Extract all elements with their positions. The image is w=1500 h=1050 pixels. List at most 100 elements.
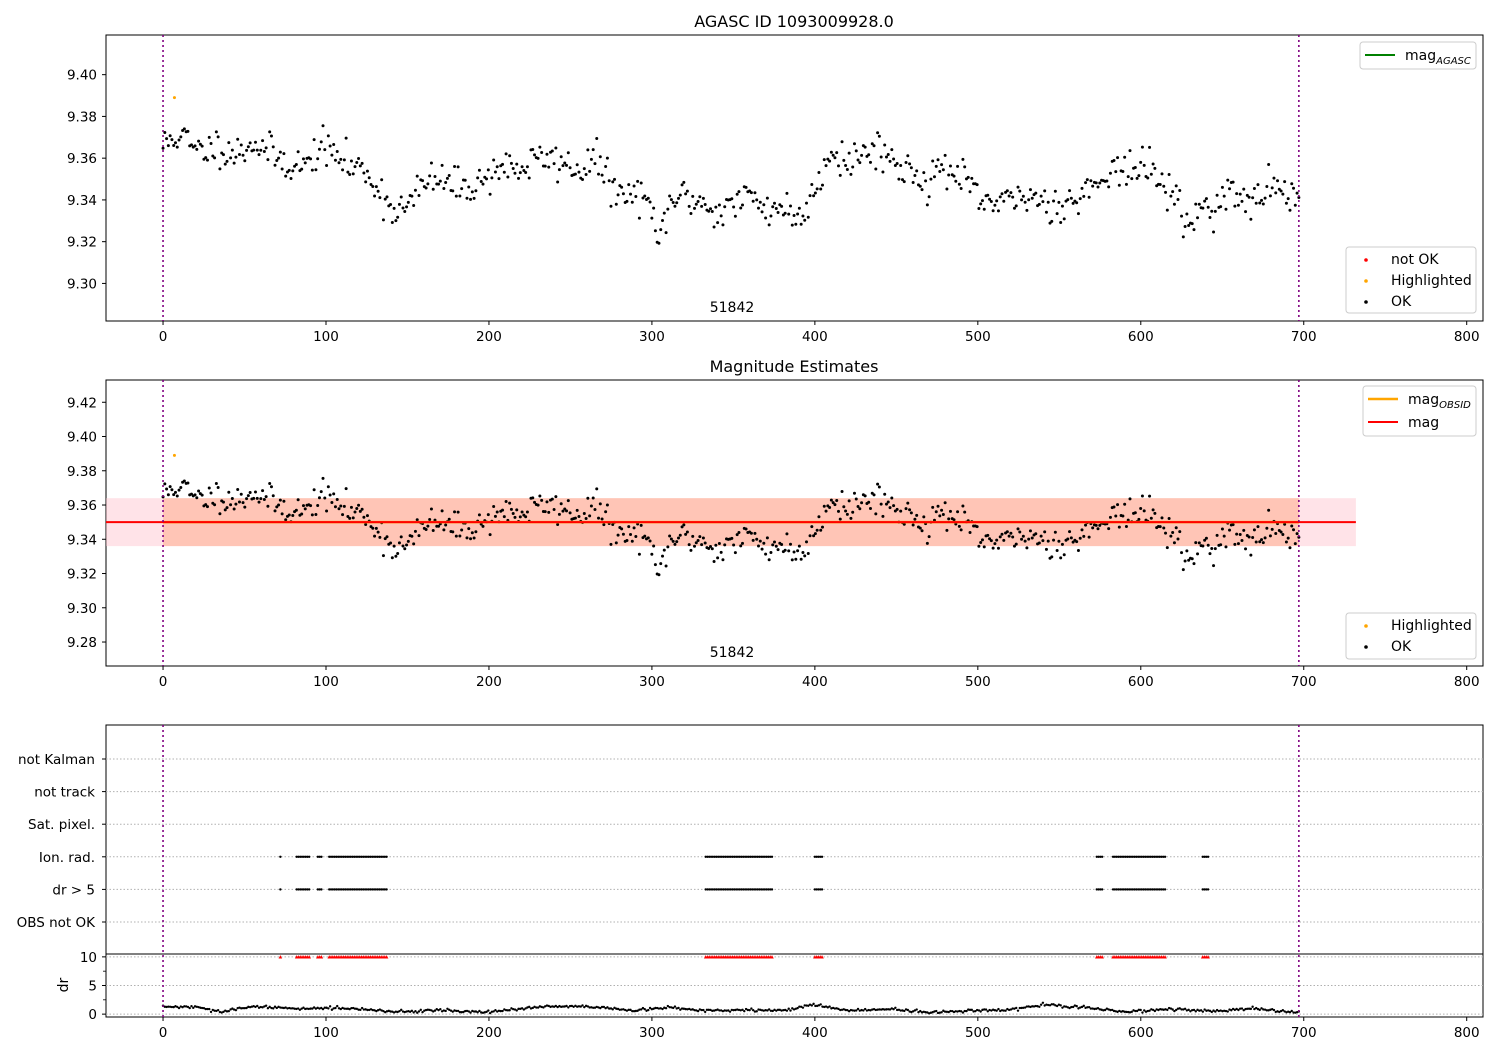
dr-point	[577, 1005, 581, 1008]
dr-point	[1125, 1010, 1128, 1014]
dr-point	[330, 1008, 334, 1011]
ok-point	[381, 218, 385, 222]
x-tick-label: 400	[802, 1025, 828, 1041]
ok-point	[1091, 184, 1095, 188]
ok-point	[1187, 558, 1191, 562]
flag-mark	[362, 888, 365, 891]
ok-point	[847, 499, 851, 503]
ok-point	[1069, 536, 1073, 540]
flag-mark	[1099, 855, 1102, 858]
ok-point	[703, 202, 707, 206]
ok-point	[989, 539, 993, 543]
ok-point	[412, 203, 416, 207]
ok-point	[812, 534, 816, 538]
dr-point	[241, 1006, 245, 1010]
ok-point	[1249, 553, 1253, 557]
ok-point	[1208, 215, 1212, 219]
legend-label-mag: mag	[1408, 415, 1439, 431]
ok-point	[630, 539, 634, 543]
dr-point	[814, 1004, 817, 1008]
dr-point	[176, 1005, 179, 1009]
ok-point	[760, 210, 764, 214]
ok-point	[1183, 559, 1187, 563]
ok-point	[561, 164, 565, 168]
ok-point	[1260, 538, 1264, 542]
ok-point	[1208, 552, 1212, 556]
ok-point	[589, 157, 593, 161]
legend-mag-sub: OBSID	[1439, 400, 1471, 411]
flag-mark	[709, 855, 713, 858]
x-tick-label: 800	[1454, 329, 1480, 345]
flag-mark	[365, 855, 369, 858]
ok-point	[835, 151, 839, 155]
dr-point	[751, 1008, 755, 1012]
ok-point	[543, 510, 547, 514]
flag-row-label: Sat. pixel.	[28, 817, 95, 833]
ok-point	[1059, 556, 1063, 560]
ok-point	[733, 551, 737, 555]
ok-point	[904, 161, 908, 165]
ok-point	[1284, 540, 1288, 544]
dr-point	[188, 1006, 191, 1010]
ok-point	[854, 497, 858, 501]
ok-point	[453, 510, 457, 514]
dr-point	[1075, 1004, 1078, 1008]
ok-point	[771, 205, 775, 209]
flag-mark	[1163, 888, 1167, 891]
ok-point	[335, 149, 339, 153]
ok-point	[163, 130, 167, 134]
dr-point	[327, 1007, 330, 1010]
ok-point	[237, 153, 241, 157]
ok-point	[996, 546, 1000, 550]
flag-mark	[1100, 888, 1104, 891]
flag-mark	[1140, 855, 1143, 858]
flag-mark	[743, 855, 747, 858]
ok-point	[959, 528, 963, 532]
ok-point	[751, 199, 755, 203]
flag-mark	[374, 855, 378, 858]
dr-point	[256, 1004, 259, 1008]
ok-point	[332, 492, 336, 496]
ok-point	[390, 556, 394, 560]
ok-point	[303, 507, 307, 511]
ok-point	[509, 507, 513, 511]
flag-mark	[1138, 888, 1142, 891]
ok-point	[325, 163, 329, 167]
ok-point	[243, 505, 247, 509]
ok-point	[1069, 196, 1073, 200]
dr-point	[572, 1005, 575, 1008]
ok-point	[177, 138, 181, 142]
dr-point	[480, 1011, 483, 1014]
ok-point	[421, 179, 425, 183]
dr-point	[798, 1005, 801, 1008]
ok-point	[417, 194, 421, 198]
ok-point	[785, 191, 789, 195]
dr-data-points	[161, 955, 1301, 1015]
ok-point	[1267, 162, 1271, 166]
ok-point	[547, 510, 551, 514]
ok-point	[533, 153, 537, 157]
y-tick-label: 0	[88, 1007, 97, 1023]
dr-point	[974, 1009, 977, 1013]
dr-point	[328, 1005, 332, 1008]
ok-point	[271, 494, 275, 498]
ok-point	[614, 541, 618, 545]
dr-point	[501, 1009, 504, 1013]
panel-agasc-frame	[105, 34, 1484, 322]
ok-point	[842, 505, 846, 509]
ok-point	[458, 194, 462, 198]
ok-point	[788, 542, 792, 546]
ok-point	[294, 508, 298, 512]
flag-mark	[1154, 855, 1158, 858]
dr-point	[296, 1007, 300, 1010]
ok-point	[698, 535, 702, 539]
ok-point	[506, 175, 510, 179]
ok-point	[934, 164, 938, 168]
dr-point	[1226, 1010, 1229, 1013]
ok-point	[581, 178, 585, 182]
dr-point	[895, 1008, 899, 1012]
ok-point	[924, 179, 928, 183]
dr-point	[485, 1010, 488, 1014]
ok-point	[604, 164, 608, 168]
ok-point	[314, 513, 318, 517]
